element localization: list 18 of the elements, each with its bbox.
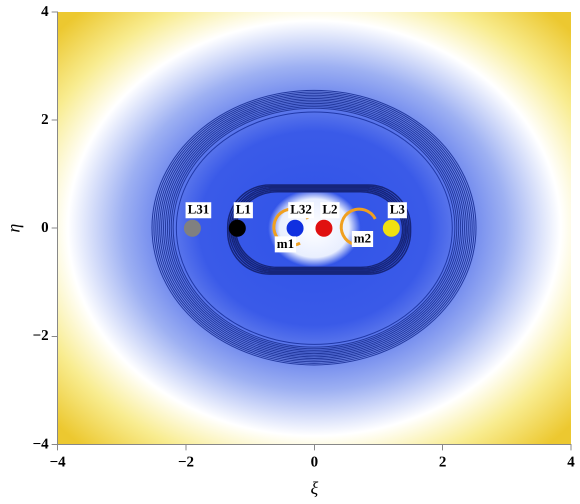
x-tick-label: 0 <box>310 454 318 470</box>
x-tick-label: 4 <box>567 454 576 470</box>
y-tick-label: 2 <box>41 112 49 128</box>
series-label: L31 <box>188 202 210 217</box>
y-tick-label: −2 <box>32 328 49 344</box>
x-axis-title: ξ <box>310 478 318 498</box>
series-label: L2 <box>322 202 338 217</box>
y-tick-label: 4 <box>41 4 50 20</box>
y-tick-label: 0 <box>41 220 49 236</box>
series-label: L32 <box>290 202 312 217</box>
x-tick-label: −2 <box>178 454 194 470</box>
y-axis-title: η <box>4 224 24 233</box>
annotation: m1 <box>276 236 294 251</box>
series-label: L1 <box>236 202 251 217</box>
annotation: m2 <box>354 230 372 246</box>
x-tick-label: 2 <box>438 454 446 470</box>
y-tick-label: −4 <box>32 436 50 452</box>
series-label: L3 <box>390 202 406 217</box>
